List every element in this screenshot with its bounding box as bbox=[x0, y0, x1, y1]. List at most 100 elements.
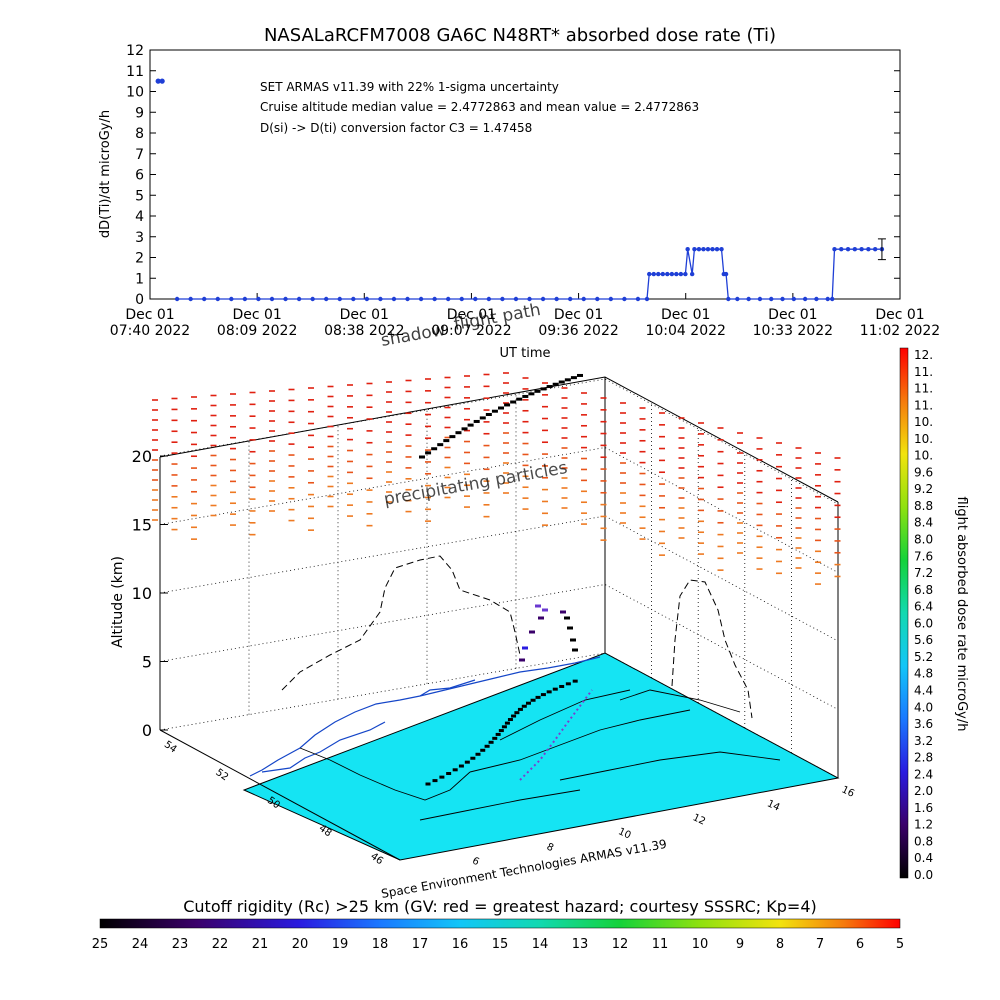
dose-tick-label: 8.0 bbox=[914, 533, 933, 547]
x-tick-time: 08:09 2022 bbox=[217, 323, 297, 339]
dose-tick-label: 2.0 bbox=[914, 784, 933, 798]
ground-path-mark bbox=[546, 690, 552, 694]
dose-tick-label: 6.0 bbox=[914, 616, 933, 630]
shadow-track-marks bbox=[519, 604, 578, 662]
precipitating-particle-marks bbox=[152, 372, 841, 585]
flight-path-mark bbox=[461, 427, 468, 431]
data-point bbox=[723, 271, 729, 277]
altitude-gridline bbox=[159, 515, 839, 642]
longitude-tick-label: 10 bbox=[616, 826, 632, 841]
rigidity-tick-label: 11 bbox=[652, 937, 669, 952]
dose-tick-label: 4.8 bbox=[914, 667, 933, 681]
ground-path-mark bbox=[552, 687, 558, 691]
rigidity-colorbar: Cutoff rigidity (Rc) >25 km (GV: red = g… bbox=[92, 897, 904, 952]
flight-path-mark bbox=[504, 403, 511, 407]
dose-tick-label: 11. bbox=[914, 398, 933, 412]
shadow-mark bbox=[522, 646, 528, 650]
data-point bbox=[391, 296, 397, 302]
flight-path-mark bbox=[516, 397, 523, 401]
dose-tick-label: 6.4 bbox=[914, 600, 933, 614]
data-point bbox=[486, 296, 492, 302]
flight-path-mark bbox=[546, 385, 553, 389]
dose-colorbar-ticks: 12. 11. 11. 11. 10. 10. 10. 9.6 9.2 8.8 8.4 8.0 7.6 7… bbox=[914, 348, 933, 882]
data-point bbox=[554, 296, 559, 302]
ground-path-mark bbox=[559, 684, 565, 688]
error-bar bbox=[877, 238, 886, 261]
data-point bbox=[705, 247, 711, 252]
outlier-point bbox=[155, 78, 161, 84]
data-point bbox=[473, 296, 478, 302]
data-point bbox=[540, 296, 546, 302]
ground-path-mark bbox=[480, 748, 486, 752]
shadow-mark bbox=[560, 610, 566, 614]
y-tick-label: 9 bbox=[135, 105, 144, 121]
x-tick-date: Dec 01 bbox=[554, 307, 603, 323]
data-point bbox=[665, 271, 670, 277]
dose-tick-label: 0.0 bbox=[914, 868, 933, 882]
y-tick-label: 8 bbox=[135, 126, 144, 142]
shadow-mark bbox=[529, 630, 535, 634]
flight-path-mark bbox=[449, 435, 456, 439]
data-point bbox=[581, 296, 586, 302]
rigidity-tick-label: 6 bbox=[856, 937, 864, 952]
longitude-axis: 6 8 10 12 14 16 bbox=[470, 784, 856, 868]
altitude-axis-label: Altitude (km) bbox=[110, 556, 126, 648]
x-tick-date: Dec 01 bbox=[661, 307, 710, 323]
dose-tick-label: 1.6 bbox=[914, 801, 933, 815]
y-tick-label: 3 bbox=[135, 230, 144, 246]
shadow-mark bbox=[564, 616, 570, 620]
altitude-gridline bbox=[159, 584, 839, 710]
data-point bbox=[825, 296, 830, 302]
ground-path-mark bbox=[507, 718, 513, 722]
shadow-mark bbox=[567, 626, 573, 630]
data-point bbox=[689, 271, 695, 277]
x-tick-time: 09:07 2022 bbox=[431, 323, 511, 339]
data-point bbox=[647, 271, 652, 277]
altitude-tick-label: 15 bbox=[132, 516, 152, 535]
rigidity-tick-label: 15 bbox=[492, 937, 509, 952]
data-point bbox=[791, 296, 797, 302]
dose-tick-label: 5.2 bbox=[914, 650, 933, 664]
data-point bbox=[701, 247, 706, 252]
dose-tick-label: 2.8 bbox=[914, 751, 933, 765]
flight-path-mark bbox=[528, 392, 535, 396]
altitude-tick-label: 5 bbox=[142, 653, 152, 672]
data-point bbox=[256, 296, 261, 302]
rigidity-tick-label: 16 bbox=[452, 937, 469, 952]
shadow-mark bbox=[535, 604, 541, 608]
shadow-mark bbox=[570, 638, 576, 642]
dose-tick-label: 5.6 bbox=[914, 633, 933, 647]
dose-tick-label: 1.2 bbox=[914, 818, 933, 832]
flight-path-mark bbox=[491, 409, 498, 413]
data-point bbox=[310, 296, 315, 302]
dose-tick-label: 7.2 bbox=[914, 566, 933, 580]
rigidity-tick-label: 12 bbox=[612, 937, 629, 952]
y-tick-label: 7 bbox=[135, 147, 144, 163]
data-point bbox=[696, 247, 702, 252]
x-tick-time: 11:02 2022 bbox=[860, 323, 940, 339]
data-point bbox=[215, 296, 220, 302]
ground-path-mark bbox=[470, 756, 476, 760]
y-tick-label: 6 bbox=[135, 168, 144, 184]
data-point bbox=[242, 296, 248, 302]
y-tick-label: 1 bbox=[135, 271, 144, 287]
data-point bbox=[660, 271, 666, 277]
data-point bbox=[608, 296, 614, 302]
data-point bbox=[719, 247, 724, 252]
ground-path-mark bbox=[492, 736, 498, 740]
chart-title: NASALaRCFM7008 GA6C N48RT* absorbed dose… bbox=[264, 25, 776, 46]
label-precipitating-particles: precipitating particles bbox=[382, 458, 569, 510]
x-tick-time: 10:04 2022 bbox=[645, 323, 725, 339]
flight-path-mark bbox=[522, 394, 529, 398]
series-line bbox=[177, 248, 882, 300]
rigidity-tick-label: 24 bbox=[132, 937, 149, 952]
flight-path-mark bbox=[498, 406, 504, 410]
data-point bbox=[839, 247, 844, 252]
data-point bbox=[174, 296, 180, 302]
ground-path-mark bbox=[530, 698, 536, 702]
rigidity-tick-label: 9 bbox=[736, 937, 744, 952]
x-axis-label: UT time bbox=[500, 346, 551, 361]
